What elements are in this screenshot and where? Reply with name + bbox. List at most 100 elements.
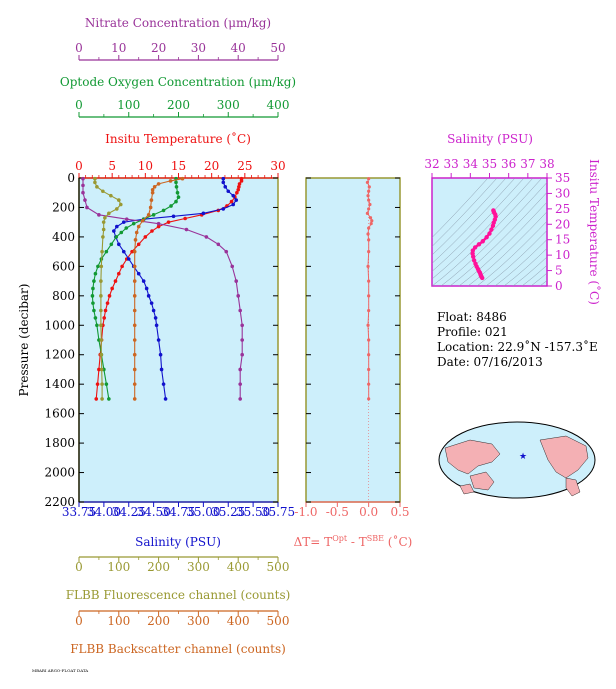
data-point bbox=[95, 185, 99, 189]
data-point bbox=[119, 230, 124, 235]
temperature-tick-label: 5 bbox=[108, 159, 116, 173]
data-point bbox=[238, 367, 242, 372]
dt-data-point bbox=[367, 308, 371, 313]
ts-data-point bbox=[470, 248, 476, 253]
data-point bbox=[136, 224, 141, 229]
temperature-axis-title: Insitu Temperature (˚C) bbox=[105, 131, 251, 146]
pressure-tick-label: 200 bbox=[52, 200, 75, 214]
data-point bbox=[107, 294, 112, 298]
ts-data-point bbox=[476, 242, 482, 247]
series-line-2 bbox=[82, 178, 243, 399]
fluorescence-axis-title: FLBB Fluorescence channel (counts) bbox=[66, 588, 291, 602]
data-point bbox=[93, 271, 98, 276]
salinity-tick-label: 34.50 bbox=[136, 505, 170, 519]
data-point bbox=[107, 397, 111, 401]
data-point bbox=[238, 308, 242, 313]
ts-data-point bbox=[471, 258, 477, 263]
data-point bbox=[118, 202, 123, 207]
data-point bbox=[171, 214, 176, 219]
data-point bbox=[158, 352, 163, 357]
data-point bbox=[229, 199, 234, 204]
ts-salinity-axis-title: Salinity (PSU) bbox=[447, 132, 533, 146]
oxygen-tick-label: 300 bbox=[217, 98, 240, 112]
data-point bbox=[174, 180, 178, 185]
ts-contour-line bbox=[432, 178, 534, 280]
data-point bbox=[174, 185, 179, 189]
data-point bbox=[132, 294, 137, 298]
data-point bbox=[112, 229, 116, 233]
dt-data-point bbox=[367, 382, 371, 386]
ts-salinity-tick-label: 38 bbox=[539, 157, 554, 171]
oxygen-axis-title: Optode Oxygen Concentration (μm/kg) bbox=[60, 75, 296, 89]
data-point bbox=[152, 185, 157, 189]
fluorescence-tick-label: 100 bbox=[107, 560, 130, 574]
data-point bbox=[132, 367, 137, 372]
data-point bbox=[99, 352, 104, 357]
data-point bbox=[234, 279, 239, 283]
temperature-tick-label: 30 bbox=[270, 159, 285, 173]
data-point bbox=[99, 279, 103, 283]
data-point bbox=[184, 227, 189, 232]
ts-temperature-tick-label: 0 bbox=[555, 279, 563, 293]
data-point bbox=[100, 249, 104, 254]
ts-contour-line bbox=[503, 248, 547, 286]
pressure-tick-label: 1000 bbox=[44, 318, 75, 332]
data-point bbox=[221, 176, 226, 181]
fluorescence-tick-label: 300 bbox=[187, 560, 210, 574]
ts-data-point bbox=[484, 235, 489, 240]
data-point bbox=[133, 238, 138, 242]
fluorescence-tick-label: 200 bbox=[147, 560, 170, 574]
fluorescence-tick-label: 0 bbox=[75, 560, 83, 574]
float-id: Float: 8486 bbox=[437, 310, 507, 324]
ts-contour-line bbox=[440, 182, 547, 286]
backscatter-tick-label: 0 bbox=[75, 614, 83, 628]
ts-data-point bbox=[480, 239, 485, 244]
temperature-tick-label: 0 bbox=[75, 159, 83, 173]
backscatter-tick-label: 200 bbox=[147, 614, 170, 628]
data-point bbox=[183, 216, 187, 221]
data-point bbox=[149, 198, 154, 202]
pressure-tick-label: 2200 bbox=[44, 495, 75, 509]
pressure-tick-label: 800 bbox=[52, 289, 75, 303]
data-point bbox=[95, 382, 100, 386]
data-point bbox=[201, 211, 206, 216]
ts-contour-line bbox=[432, 178, 498, 247]
data-point bbox=[150, 190, 155, 195]
pressure-tick-label: 1200 bbox=[44, 348, 75, 362]
fluorescence-tick-label: 500 bbox=[267, 560, 290, 574]
data-point bbox=[81, 190, 85, 195]
dt-data-point bbox=[367, 338, 371, 342]
oxygen-tick-label: 100 bbox=[117, 98, 140, 112]
data-point bbox=[95, 323, 99, 328]
salinity-tick-label: 35.25 bbox=[211, 505, 245, 519]
dt-data-point bbox=[367, 279, 371, 283]
data-point bbox=[159, 367, 164, 372]
data-point bbox=[148, 205, 153, 210]
pressure-tick-label: 600 bbox=[52, 259, 75, 273]
data-point bbox=[109, 242, 114, 247]
data-point bbox=[132, 352, 137, 357]
data-point bbox=[154, 323, 159, 328]
data-point bbox=[130, 249, 134, 254]
nitrate-tick-label: 40 bbox=[231, 41, 246, 55]
dt-axis-title: ΔT= TOpt - TSBE (˚C) bbox=[294, 534, 413, 549]
main-plot-area bbox=[78, 177, 279, 503]
data-point bbox=[223, 185, 228, 189]
oxygen-tick-label: 200 bbox=[167, 98, 190, 112]
data-point bbox=[151, 213, 156, 217]
dt-data-point bbox=[368, 202, 372, 207]
dt-data-point bbox=[367, 177, 371, 181]
data-point bbox=[134, 230, 139, 235]
ts-contour-line bbox=[521, 264, 547, 286]
salinity-tick-label: 35.00 bbox=[186, 505, 220, 519]
data-point bbox=[237, 185, 241, 189]
data-point bbox=[99, 308, 103, 313]
data-point bbox=[93, 316, 98, 320]
ts-temperature-tick-label: 15 bbox=[555, 233, 570, 247]
ts-temperature-tick-label: 10 bbox=[555, 248, 570, 262]
fluorescence-tick-label: 400 bbox=[227, 560, 250, 574]
data-point bbox=[110, 286, 114, 291]
ts-temperature-tick-label: 35 bbox=[555, 171, 570, 185]
data-point bbox=[236, 187, 240, 192]
data-point bbox=[100, 382, 104, 386]
